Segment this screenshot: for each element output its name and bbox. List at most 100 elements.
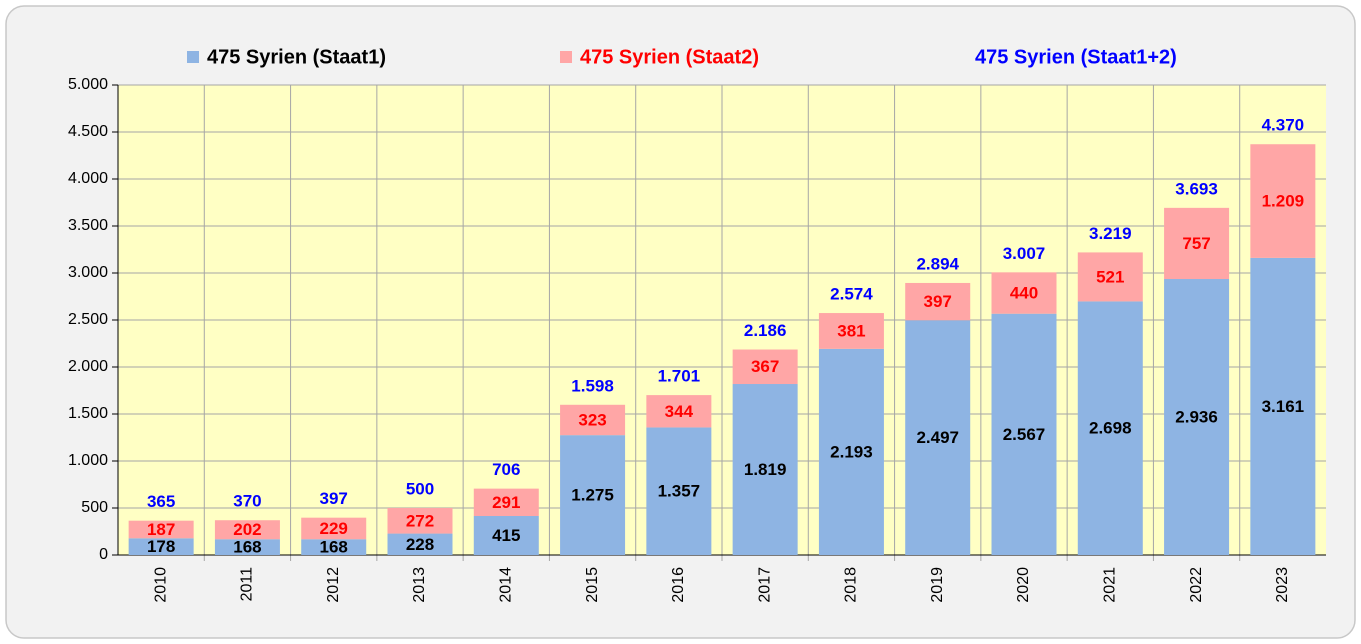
x-tick-label: 2018 (843, 567, 860, 603)
value-label: 1.209 (1262, 192, 1305, 211)
x-tick-label: 2021 (1102, 567, 1119, 603)
total-label: 3.219 (1089, 224, 1132, 243)
y-tick-label: 3.000 (68, 264, 108, 281)
value-label: 168 (320, 538, 348, 557)
x-tick-label: 2012 (325, 567, 342, 603)
total-label: 2.186 (744, 321, 787, 340)
total-label: 3.007 (1003, 244, 1046, 263)
legend-label: 475 Syrien (Staat1+2) (975, 46, 1177, 68)
value-label: 521 (1096, 267, 1124, 286)
value-label: 397 (924, 292, 952, 311)
bar-segment (905, 320, 971, 555)
y-tick-label: 2.500 (68, 311, 108, 328)
value-label: 757 (1182, 234, 1210, 253)
legend-marker (187, 51, 199, 63)
x-tick-label: 2022 (1188, 567, 1205, 603)
bar-segment (991, 272, 1057, 314)
bar-segment (646, 395, 712, 428)
legend-label: 475 Syrien (Staat1) (207, 46, 386, 68)
y-tick-label: 4.500 (68, 123, 108, 140)
y-tick-label: 3.500 (68, 217, 108, 234)
bar-segment (214, 520, 280, 540)
bar-segment (732, 349, 798, 385)
total-label: 365 (147, 492, 175, 511)
value-label: 2.567 (1003, 425, 1046, 444)
bar-segment (732, 384, 798, 555)
value-label: 440 (1010, 284, 1038, 303)
value-label: 202 (233, 520, 261, 539)
x-tick-label: 2016 (670, 567, 687, 603)
bar-segment (1250, 144, 1316, 258)
total-label: 706 (492, 460, 520, 479)
value-label: 1.357 (658, 482, 701, 501)
value-label: 367 (751, 357, 779, 376)
bar-segment (818, 313, 884, 349)
y-tick-label: 4.000 (68, 170, 108, 187)
legend-marker (560, 51, 572, 63)
total-label: 2.894 (916, 254, 959, 273)
bar-segment (560, 404, 626, 436)
bar-segment (128, 520, 194, 539)
value-label: 178 (147, 537, 175, 556)
bar-segment (214, 539, 280, 555)
total-label: 1.701 (658, 367, 701, 386)
x-tick-label: 2015 (584, 567, 601, 603)
value-label: 3.161 (1262, 397, 1305, 416)
value-label: 2.936 (1175, 407, 1218, 426)
bar-segment (560, 435, 626, 555)
bar-segment (128, 538, 194, 555)
x-tick-label: 2023 (1274, 567, 1291, 603)
bar-segment (1250, 257, 1316, 555)
bar-segment (387, 508, 453, 534)
bar-segment (473, 488, 539, 516)
bar-segment (301, 517, 367, 540)
value-label: 1.275 (571, 486, 614, 505)
value-label: 323 (578, 410, 606, 429)
x-tick-label: 2017 (756, 567, 773, 603)
x-tick-label: 2014 (498, 567, 515, 603)
y-tick-label: 5.000 (68, 76, 108, 93)
x-tick-label: 2011 (239, 567, 256, 602)
value-label: 2.193 (830, 442, 873, 461)
bar-segment (473, 515, 539, 555)
bar-segment (1164, 279, 1230, 555)
total-label: 3.693 (1175, 179, 1218, 198)
total-label: 1.598 (571, 376, 614, 395)
value-label: 1.819 (744, 460, 787, 479)
bar-segment (905, 282, 971, 321)
y-tick-label: 2.000 (68, 358, 108, 375)
bar-segment (1077, 301, 1143, 555)
total-label: 2.574 (830, 285, 873, 304)
total-label: 4.370 (1262, 116, 1305, 135)
x-tick-label: 2020 (1015, 567, 1032, 603)
value-label: 228 (406, 535, 434, 554)
value-label: 2.497 (916, 428, 959, 447)
x-tick-label: 2019 (929, 567, 946, 603)
y-tick-label: 1.500 (68, 405, 108, 422)
y-tick-label: 0 (99, 546, 108, 563)
x-tick-label: 2013 (411, 567, 428, 603)
value-label: 291 (492, 493, 520, 512)
value-label: 2.698 (1089, 419, 1132, 438)
x-tick-label: 2010 (152, 567, 169, 603)
value-label: 229 (320, 519, 348, 538)
total-label: 397 (320, 489, 348, 508)
total-label: 370 (233, 492, 261, 511)
total-label: 500 (406, 479, 434, 498)
bar-segment (818, 348, 884, 555)
value-label: 168 (233, 538, 261, 557)
legend-label: 475 Syrien (Staat2) (580, 46, 759, 68)
value-label: 187 (147, 520, 175, 539)
value-label: 272 (406, 511, 434, 530)
bar-segment (301, 539, 367, 555)
y-tick-label: 1.000 (68, 452, 108, 469)
value-label: 381 (837, 321, 865, 340)
value-label: 344 (665, 402, 694, 421)
bar-segment (387, 533, 453, 555)
y-tick-label: 500 (81, 499, 108, 516)
value-label: 415 (492, 526, 520, 545)
bar-segment (646, 427, 712, 555)
bar-segment (991, 313, 1057, 555)
bar-segment (1077, 252, 1143, 302)
